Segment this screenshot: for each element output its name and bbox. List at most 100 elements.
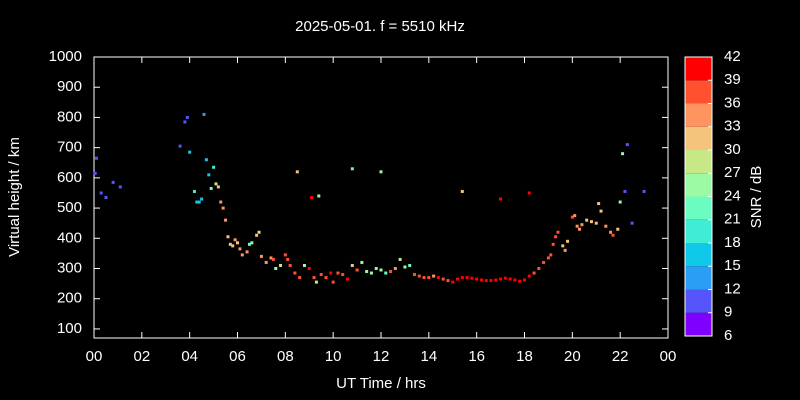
point <box>518 279 522 283</box>
point <box>197 200 201 204</box>
y-axis-label: Virtual height / km <box>6 137 23 257</box>
y-tick-label: 400 <box>57 229 82 246</box>
point <box>188 150 192 154</box>
point <box>240 253 244 257</box>
colorbar-band <box>685 80 712 104</box>
point <box>279 263 283 267</box>
point <box>427 276 431 280</box>
point <box>398 257 402 261</box>
colorbar-band <box>685 150 712 174</box>
y-tick-label: 300 <box>57 259 82 276</box>
point <box>202 112 206 116</box>
x-tick-label: 00 <box>86 348 103 365</box>
point <box>274 267 278 271</box>
point <box>238 247 242 251</box>
point <box>331 280 335 284</box>
point <box>417 274 421 278</box>
point <box>465 276 469 280</box>
point <box>589 220 593 224</box>
colorbar-tick-label: 42 <box>724 48 741 65</box>
point <box>310 196 314 199</box>
point <box>499 197 503 201</box>
point <box>226 235 230 239</box>
point <box>578 227 582 231</box>
point <box>365 270 369 274</box>
point <box>283 253 287 257</box>
x-axis-label: UT Time / hrs <box>336 375 426 392</box>
point <box>204 158 208 162</box>
point <box>580 223 584 227</box>
point <box>247 242 251 246</box>
point <box>233 238 237 242</box>
x-tick-label: 14 <box>420 348 437 365</box>
y-tick-label: 900 <box>57 78 82 95</box>
point <box>621 152 625 156</box>
point <box>489 279 493 283</box>
point <box>597 202 601 206</box>
point <box>630 221 634 225</box>
colorbar-tick-label: 9 <box>724 304 732 321</box>
point <box>527 274 531 278</box>
point <box>508 277 512 281</box>
point <box>623 189 627 193</box>
point <box>93 171 97 175</box>
point <box>503 276 507 280</box>
point <box>561 244 565 248</box>
point <box>563 248 567 252</box>
y-tick-label: 200 <box>57 290 82 307</box>
point <box>451 280 455 284</box>
x-tick-label: 12 <box>373 348 390 365</box>
point <box>192 189 196 193</box>
point <box>532 271 536 275</box>
x-tick-label: 20 <box>564 348 581 365</box>
point <box>513 278 517 282</box>
point <box>523 278 526 282</box>
colorbar-tick-label: 27 <box>724 164 741 181</box>
point <box>329 271 333 275</box>
point <box>479 278 483 282</box>
point <box>118 185 122 189</box>
point <box>570 215 574 219</box>
point <box>456 277 460 281</box>
colorbar-tick-label: 6 <box>724 327 732 344</box>
point <box>537 267 541 271</box>
point <box>475 277 479 281</box>
point <box>221 206 225 210</box>
point <box>556 230 560 234</box>
point <box>403 265 407 269</box>
point <box>599 209 603 213</box>
point <box>616 227 620 231</box>
y-tick-label: 1000 <box>49 48 82 65</box>
point <box>314 280 318 284</box>
point <box>214 182 218 186</box>
point <box>341 273 345 277</box>
point <box>360 260 364 264</box>
x-tick-label: 22 <box>612 348 629 365</box>
point <box>604 224 608 228</box>
point <box>319 273 323 277</box>
point <box>609 230 613 234</box>
point <box>542 260 546 264</box>
point <box>355 268 359 272</box>
point <box>245 250 249 254</box>
point <box>350 167 354 171</box>
point <box>183 120 187 124</box>
x-tick-label: 00 <box>660 348 677 365</box>
point <box>288 263 292 267</box>
point <box>99 191 103 195</box>
point <box>642 189 646 193</box>
colorbar-band <box>685 312 712 336</box>
colorbar-band <box>685 243 712 267</box>
point <box>441 277 445 281</box>
point <box>312 276 316 280</box>
point <box>566 239 570 243</box>
point <box>551 242 555 246</box>
point <box>379 268 383 272</box>
point <box>104 196 108 199</box>
point <box>446 279 450 283</box>
point <box>209 186 213 190</box>
point <box>185 115 189 119</box>
point <box>499 277 503 281</box>
point <box>346 277 350 281</box>
